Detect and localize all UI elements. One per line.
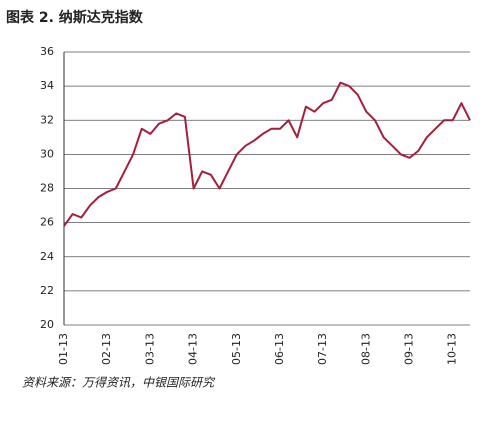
y-tick-label: 30 <box>40 147 54 160</box>
y-tick-label: 34 <box>40 79 54 92</box>
y-tick-label: 36 <box>40 45 54 58</box>
x-tick-label: 04-13 <box>187 333 200 365</box>
y-tick-label: 20 <box>40 318 54 331</box>
x-tick-label: 06-13 <box>273 333 286 365</box>
x-tick-label: 02-13 <box>100 333 113 365</box>
index-line <box>63 81 471 227</box>
source-note: 资料来源：万得资讯，中银国际研究 <box>22 376 216 390</box>
x-tick-label: 05-13 <box>230 333 243 365</box>
y-tick-label: 22 <box>40 284 54 297</box>
x-tick-label: 03-13 <box>143 333 156 365</box>
x-tick-label: 08-13 <box>359 333 372 365</box>
y-tick-label: 32 <box>40 113 54 126</box>
x-tick-label: 09-13 <box>403 333 416 365</box>
x-tick-label: 10-13 <box>446 333 459 365</box>
y-tick-label: 26 <box>40 216 54 229</box>
x-tick-label: 07-13 <box>316 333 329 365</box>
y-tick-label: 24 <box>40 250 54 263</box>
y-tick-label: 28 <box>40 182 54 195</box>
x-tick-label: 01-13 <box>57 333 70 365</box>
chart-title: 图表 2. 纳斯达克指数 <box>6 9 144 26</box>
